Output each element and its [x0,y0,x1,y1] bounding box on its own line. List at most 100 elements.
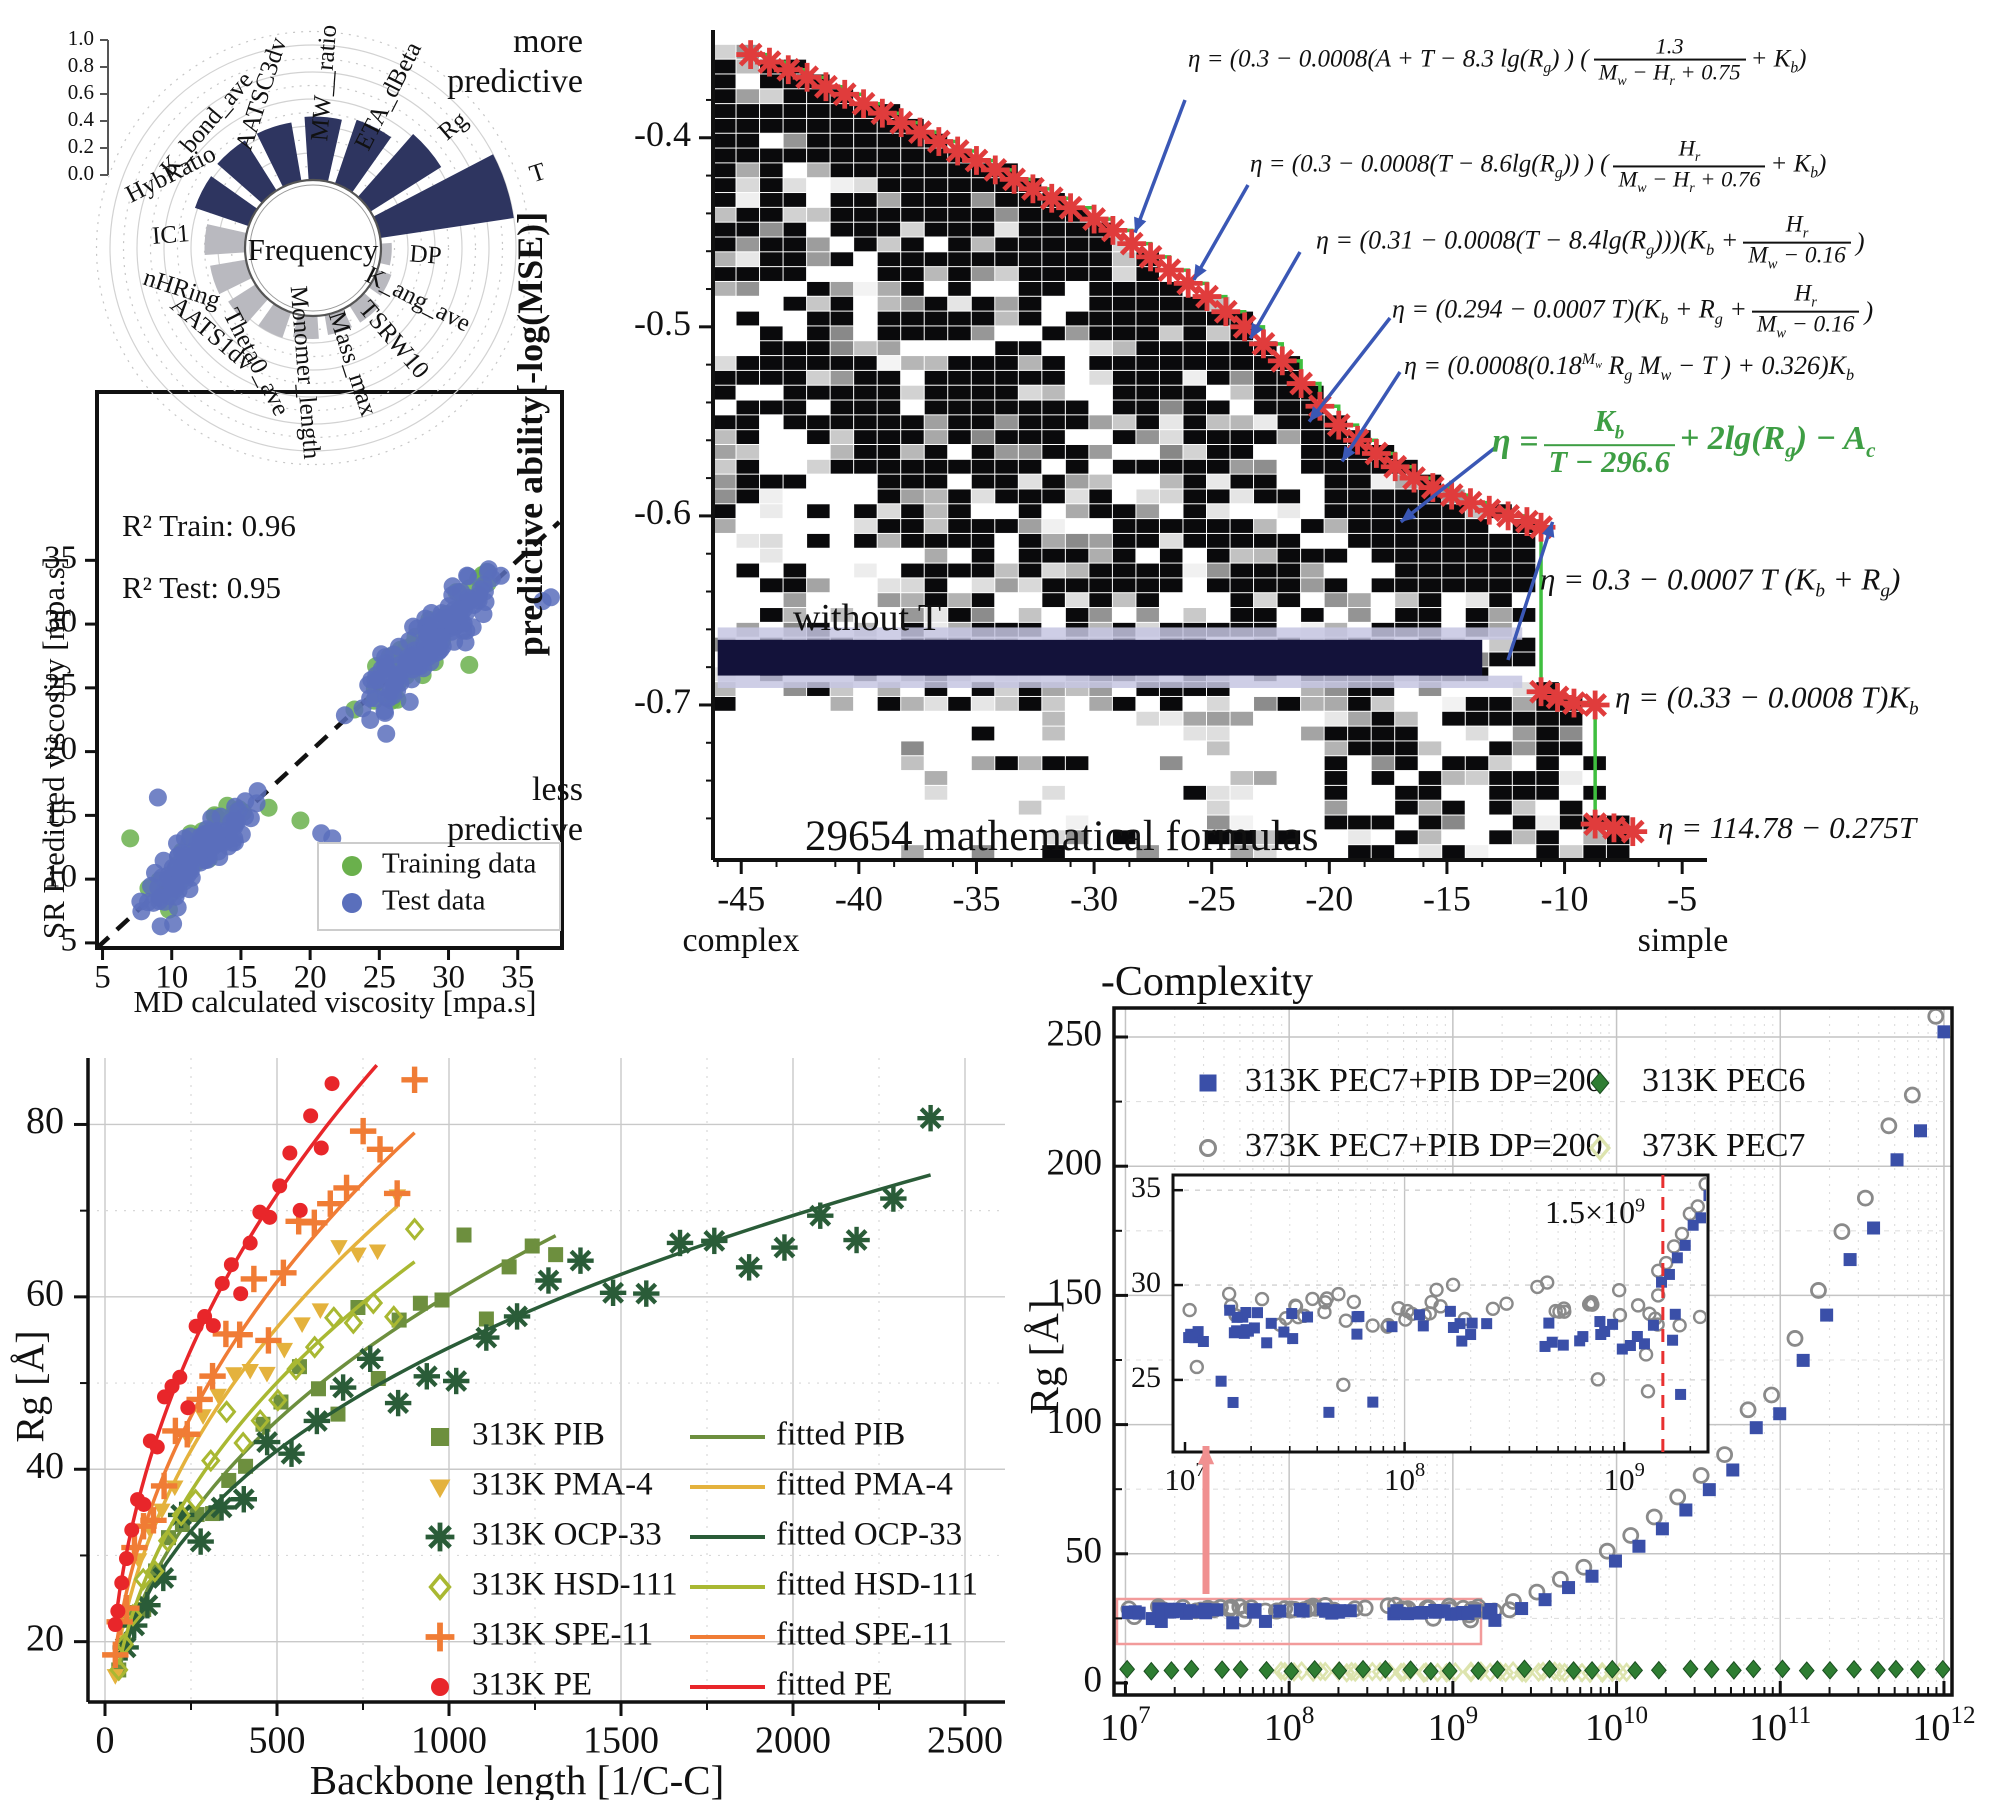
inset-pointer-arrow [1197,1446,1215,1594]
svg-text:109: 109 [1428,1702,1479,1749]
svg-text:313K PIB: 313K PIB [472,1417,605,1453]
svg-text:2500: 2500 [927,1720,1003,1762]
without-t-band [717,627,1523,688]
svg-text:T: T [526,158,549,188]
series-313K-HSD-111 [109,1217,425,1682]
svg-text:-10: -10 [1541,878,1589,918]
svg-text:313K PMA-4: 313K PMA-4 [472,1467,653,1503]
svg-text:107: 107 [1100,1702,1151,1749]
pareto-axes: -45 -40 -35 -30 -25 -20 -15 -10 -5 -0.4 -0.5 -0.6 -0… [634,30,1707,918]
series-313K-PE [107,1064,379,1633]
svg-text:40: 40 [26,1445,64,1487]
svg-text:35: 35 [1131,1171,1161,1204]
svg-text:fitted OCP-33: fitted OCP-33 [776,1517,962,1553]
svg-text:1.0: 1.0 [68,26,94,50]
svg-text:20: 20 [294,960,327,996]
svg-text:0.8: 0.8 [68,53,94,77]
svg-text:373K PEC7+PIB DP=200: 373K PEC7+PIB DP=200 [1245,1127,1603,1164]
flat-region-highlight-box [1115,1597,1483,1646]
backbone-legend: 313K PIB fitted PIB 313K PMA-4 fitted PMA-4… [425,1417,978,1703]
svg-text:0.0: 0.0 [68,161,94,185]
parity-points [121,560,560,936]
polar-bars [194,116,514,339]
svg-text:fitted SPE-11: fitted SPE-11 [776,1617,954,1653]
svg-text:25: 25 [1131,1361,1161,1394]
svg-text:108: 108 [1264,1702,1315,1749]
svg-text:500: 500 [249,1720,306,1762]
svg-text:200: 200 [1047,1143,1103,1184]
svg-text:250: 250 [1047,1013,1103,1054]
svg-text:373K PEC7: 373K PEC7 [1642,1127,1805,1164]
svg-text:0.2: 0.2 [68,134,94,158]
svg-text:20: 20 [44,731,77,767]
svg-text:Rg: Rg [433,106,473,146]
svg-text:1010: 1010 [1585,1702,1648,1749]
backbone-axes: 0 500 1000 1500 2000 2500 20 40 60 80 [26,1058,1005,1762]
svg-text:109: 109 [1604,1459,1645,1497]
rglog-points [1119,1010,1950,1684]
svg-text:Test data: Test data [382,885,486,917]
svg-text:10: 10 [155,960,188,996]
svg-text:-0.6: -0.6 [634,492,691,532]
svg-text:-45: -45 [717,878,765,918]
pareto-chart: -45 -40 -35 -30 -25 -20 -15 -10 -5 -0.4 -0.5 -0.6 -0… [634,30,1707,918]
backbone-series [102,1064,944,1685]
svg-text:30: 30 [432,960,465,996]
svg-text:fitted PIB: fitted PIB [776,1417,905,1453]
rg-log-chart: 107 108 109 1010 1011 1012 0 50 100 150 200 250 313K… [1047,1006,1975,1749]
rglog-legend: 313K PEC7+PIB DP=200 373K PEC7+PIB DP=200… [1199,1062,1805,1164]
svg-text:1000: 1000 [411,1720,487,1762]
inset-axes: 107 108 109 25 30 35 [1131,1171,1692,1497]
svg-text:108: 108 [1384,1459,1425,1497]
svg-text:313K OCP-33: 313K OCP-33 [472,1517,662,1553]
svg-text:fitted PMA-4: fitted PMA-4 [776,1467,953,1503]
polar-scale-axis: 0.0 0.2 0.4 0.6 0.8 1.0 [68,26,109,185]
svg-text:1011: 1011 [1749,1702,1811,1749]
svg-text:0: 0 [1084,1659,1103,1700]
svg-text:-20: -20 [1305,878,1353,918]
svg-text:fitted PE: fitted PE [776,1667,892,1703]
svg-text:2000: 2000 [755,1720,831,1762]
svg-text:DP: DP [409,240,443,269]
svg-text:100: 100 [1047,1401,1103,1442]
svg-text:30: 30 [44,604,77,640]
svg-text:IC1: IC1 [151,220,191,250]
rglog-axes: 107 108 109 1010 1011 1012 0 50 100 150 200 250 [1047,1006,1975,1749]
svg-text:25: 25 [363,960,396,996]
svg-text:313K PE: 313K PE [472,1667,592,1703]
svg-text:15: 15 [44,795,77,831]
svg-text:20: 20 [26,1617,64,1659]
svg-text:0.4: 0.4 [68,107,95,131]
svg-text:fitted HSD-111: fitted HSD-111 [776,1567,978,1603]
svg-text:30: 30 [1131,1266,1161,1299]
svg-text:15: 15 [224,960,257,996]
svg-text:50: 50 [1065,1530,1102,1571]
svg-text:10: 10 [44,859,77,895]
svg-text:0.6: 0.6 [68,80,94,104]
series-313K-OCP-33 [112,1104,944,1661]
rg-backbone-chart: 0 500 1000 1500 2000 2500 20 40 60 80 313K PIB fitt… [26,1058,1005,1762]
svg-text:80: 80 [26,1100,64,1142]
svg-text:5: 5 [94,960,111,996]
formula-arrows [1133,99,1555,661]
rglog-inset: 107 108 109 25 30 35 [1131,1171,1710,1497]
svg-text:313K SPE-11: 313K SPE-11 [472,1617,653,1653]
svg-text:35: 35 [44,540,77,576]
svg-text:-0.5: -0.5 [634,303,691,343]
svg-text:313K PEC7+PIB DP=200: 313K PEC7+PIB DP=200 [1245,1062,1603,1099]
svg-text:25: 25 [44,667,77,703]
svg-text:-25: -25 [1188,878,1236,918]
svg-text:5: 5 [61,922,78,958]
svg-text:-30: -30 [1070,878,1118,918]
svg-text:Training data: Training data [382,848,537,880]
parity-axes: 5 10 15 20 25 30 35 5 10 15 20 25 30 35 [44,540,534,996]
pareto-front-stars [736,40,1648,847]
svg-text:107: 107 [1164,1459,1205,1497]
svg-text:313K HSD-111: 313K HSD-111 [472,1567,678,1603]
svg-text:-15: -15 [1423,878,1471,918]
backbone-grid [88,1058,1005,1702]
svg-text:1500: 1500 [583,1720,659,1762]
svg-text:1012: 1012 [1912,1702,1975,1749]
